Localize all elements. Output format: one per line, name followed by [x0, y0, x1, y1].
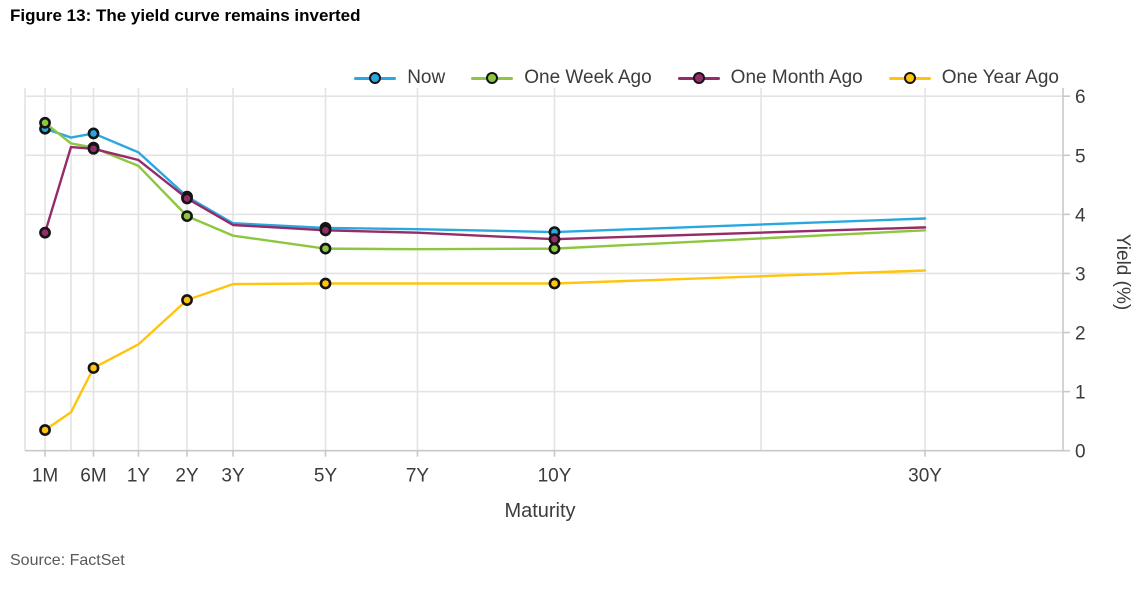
y-axis-title: Yield (%) [1112, 234, 1133, 310]
series-marker-one-month-ago [319, 224, 332, 237]
series-lines [39, 116, 927, 436]
gridlines [24, 88, 1063, 452]
series-marker-one-year-ago [548, 277, 561, 290]
legend-swatch-icon [677, 71, 720, 85]
x-tick-label: 2Y [175, 466, 199, 487]
legend-swatch-icon [354, 71, 397, 85]
x-tick-label: 3Y [221, 466, 245, 487]
axis-lines [25, 88, 1070, 457]
series-marker-one-year-ago [87, 362, 100, 374]
x-axis-title: Maturity [504, 500, 575, 522]
series-marker-one-year-ago [319, 277, 332, 290]
y-tick-label: 4 [1075, 205, 1086, 226]
series-marker-one-year-ago [181, 294, 193, 306]
chart-legend: Now One Week Ago One Month Ago One Year Ago [354, 63, 1059, 93]
series-marker-one-month-ago [548, 233, 561, 246]
y-tick-label: 6 [1075, 87, 1086, 108]
y-tick-label: 1 [1075, 383, 1086, 404]
legend-label: One Week Ago [524, 67, 652, 88]
legend-swatch-icon [471, 71, 514, 85]
x-tick-label: 6M [80, 466, 106, 487]
source-note: Source: FactSet [10, 552, 125, 569]
series-marker-one-month-ago [87, 142, 100, 155]
series-marker-one-week-ago [319, 242, 332, 255]
x-tick-label: 1Y [127, 466, 151, 487]
series-marker-one-week-ago [39, 116, 51, 129]
y-tick-label: 0 [1075, 442, 1086, 463]
series-line-one-week-ago [43, 121, 927, 251]
legend-marker-dot [692, 72, 705, 84]
legend-label: One Month Ago [730, 67, 863, 88]
legend-label: Now [407, 67, 446, 88]
series-line-one-year-ago [43, 269, 927, 432]
series-marker-one-week-ago [548, 242, 561, 255]
series-marker-one-week-ago [181, 210, 193, 223]
legend-marker-dot [486, 72, 499, 84]
legend-item-one-year-ago: One Year Ago [888, 67, 1059, 89]
x-tick-label: 1M [32, 466, 58, 487]
x-tick-label: 30Y [908, 466, 942, 487]
legend-item-one-week-ago: One Week Ago [471, 67, 652, 89]
legend-marker-dot [903, 72, 916, 84]
x-tick-label: 10Y [538, 466, 572, 487]
figure-title: Figure 13: The yield curve remains inver… [10, 6, 361, 25]
axis-tick-labels: 1M 6M 1Y 2Y 3Y 5Y 7Y 10Y 30Y 0 1 2 3 4 5 6 [32, 87, 1086, 487]
legend-marker-dot [369, 72, 382, 84]
x-tick-label: 7Y [406, 466, 430, 487]
legend-item-one-month-ago: One Month Ago [677, 67, 863, 89]
series-marker-one-year-ago [39, 424, 51, 436]
series-line-now [43, 127, 927, 234]
y-tick-label: 2 [1075, 324, 1086, 345]
y-tick-label: 3 [1075, 264, 1086, 285]
legend-swatch-icon [888, 71, 931, 85]
y-tick-label: 5 [1075, 146, 1086, 167]
series-marker-one-month-ago [181, 192, 193, 205]
series-marker-now [87, 127, 100, 140]
legend-item-now: Now [354, 67, 445, 89]
series-line-one-month-ago [43, 145, 927, 241]
legend-label: One Year Ago [941, 67, 1059, 88]
series-marker-one-month-ago [39, 226, 51, 239]
x-tick-label: 5Y [314, 466, 338, 487]
